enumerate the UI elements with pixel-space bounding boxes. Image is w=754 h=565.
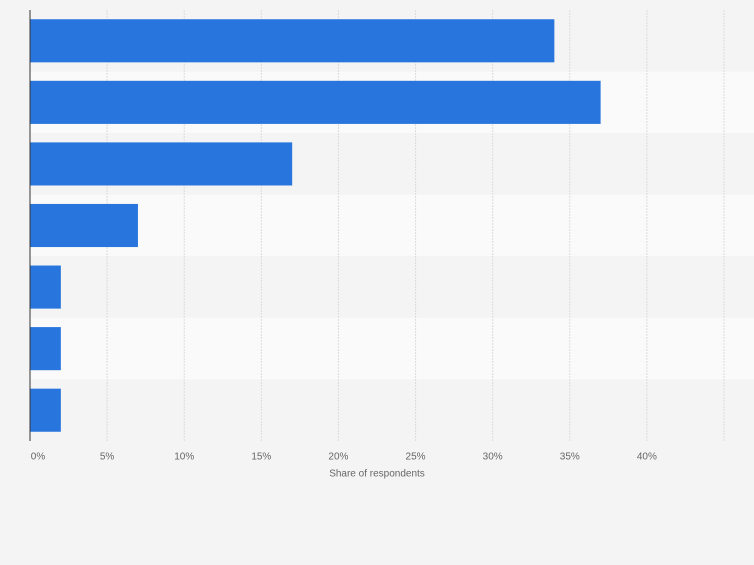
bar bbox=[30, 142, 293, 186]
bar bbox=[30, 80, 601, 124]
row-band bbox=[30, 194, 754, 257]
x-tick-label: 40% bbox=[637, 452, 657, 463]
x-tick-label: 10% bbox=[174, 452, 194, 463]
x-tick-label: 20% bbox=[328, 452, 348, 463]
x-tick-label: 35% bbox=[560, 452, 580, 463]
row-band bbox=[30, 379, 754, 441]
x-axis-label: Share of respondents bbox=[329, 469, 425, 480]
bar bbox=[30, 327, 61, 371]
x-tick-label: 15% bbox=[251, 452, 271, 463]
x-tick-label: 0% bbox=[31, 452, 46, 463]
bar bbox=[30, 265, 61, 309]
x-tick-label: 25% bbox=[406, 452, 426, 463]
x-tick-label: 5% bbox=[100, 452, 115, 463]
x-tick-label: 30% bbox=[483, 452, 503, 463]
row-band bbox=[30, 317, 754, 380]
row-band bbox=[30, 256, 754, 318]
bar bbox=[30, 388, 61, 432]
bar bbox=[30, 19, 555, 63]
bar bbox=[30, 203, 138, 248]
